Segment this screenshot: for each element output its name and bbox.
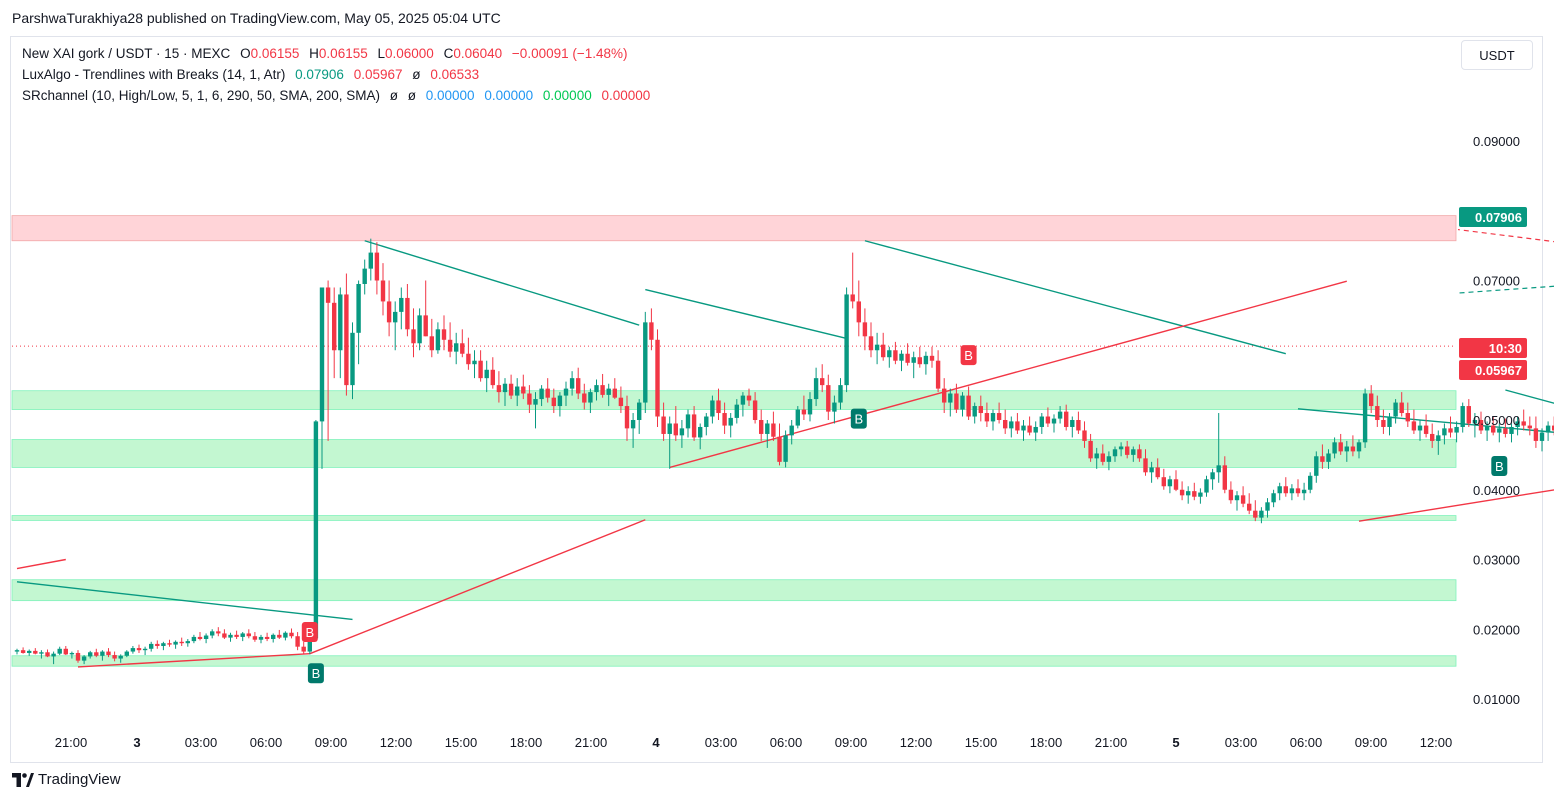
currency-button[interactable]: USDT <box>1461 40 1533 70</box>
indicator2-value1: 0.00000 <box>425 88 475 103</box>
ohlc-change: −0.00091 (−1.48%) <box>511 46 628 61</box>
ohlc-close: 0.06040 <box>453 46 503 61</box>
ohlc-low: 0.06000 <box>385 46 434 61</box>
indicator2-na-symbol-1: ø <box>389 88 398 103</box>
symbol-title[interactable]: New XAI gork / USDT · 15 · MEXC <box>22 46 231 61</box>
tradingview-logo-icon <box>12 772 34 787</box>
ohlc-open-label: O <box>240 46 251 61</box>
ohlc-high: 0.06155 <box>318 46 368 61</box>
legend-indicator-1: LuxAlgo - Trendlines with Breaks (14, 1,… <box>22 67 485 82</box>
ohlc-close-label: C <box>443 46 454 61</box>
indicator1-value1: 0.07906 <box>295 67 344 82</box>
indicator2-na-symbol-2: ø <box>407 88 416 103</box>
candle-body <box>1545 425 1551 433</box>
indicator2-value4: 0.00000 <box>601 88 651 103</box>
ohlc-low-label: L <box>377 46 386 61</box>
indicator2-value2: 0.00000 <box>484 88 534 103</box>
legend-main: New XAI gork / USDT · 15 · MEXC O0.06155… <box>22 46 634 61</box>
ohlc-open: 0.06155 <box>250 46 300 61</box>
publisher-caption: ParshwaTurakhiya28 published on TradingV… <box>12 10 501 26</box>
ohlc-high-label: H <box>309 46 319 61</box>
chart-frame <box>10 36 1543 763</box>
tradingview-logo[interactable]: TradingView <box>12 771 121 788</box>
legend-indicator-2: SRchannel (10, High/Low, 5, 1, 6, 290, 5… <box>22 88 656 103</box>
indicator2-name[interactable]: SRchannel (10, High/Low, 5, 1, 6, 290, 5… <box>22 88 380 103</box>
indicator2-value3: 0.00000 <box>542 88 592 103</box>
tradingview-wordmark: TradingView <box>38 771 121 788</box>
indicator1-na-symbol: ø <box>412 67 421 82</box>
indicator1-name[interactable]: LuxAlgo - Trendlines with Breaks (14, 1,… <box>22 67 286 82</box>
indicator1-value2: 0.05967 <box>353 67 403 82</box>
indicator1-value3: 0.06533 <box>430 67 480 82</box>
